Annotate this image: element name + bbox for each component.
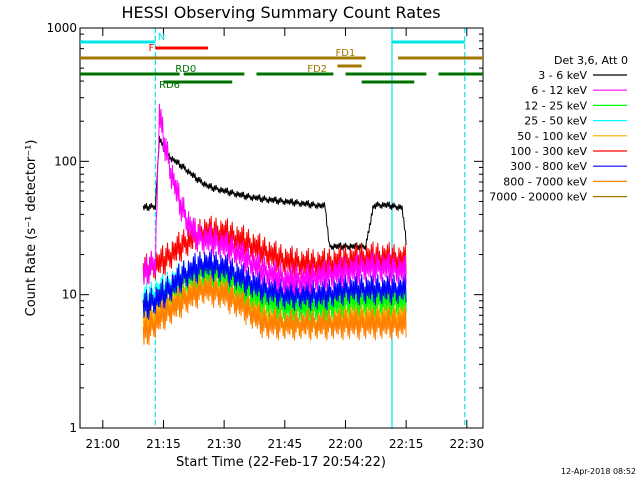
y-tick-label-0: 1 [69, 421, 77, 435]
series-line-7 [142, 275, 407, 346]
x-tick-label-2: 21:30 [207, 437, 242, 451]
legend-label-1: 6 - 12 keV [531, 84, 587, 97]
legend-label-3: 25 - 50 keV [524, 115, 587, 128]
x-tick-label-0: 21:00 [85, 437, 120, 451]
x-axis-label: Start Time (22-Feb-17 20:54:22) [176, 455, 386, 470]
series-line-6 [142, 249, 407, 321]
series-line-1 [142, 103, 407, 296]
x-tick-label-6: 22:30 [450, 437, 485, 451]
legend-label-8: 7000 - 20000 keV [489, 191, 587, 204]
legend-title: Det 3,6, Att 0 [554, 54, 628, 67]
y-tick-label-1: 10 [62, 288, 77, 302]
x-tick-label-3: 21:45 [268, 437, 303, 451]
legend-label-7: 800 - 7000 keV [503, 175, 587, 188]
x-tick-label-5: 22:15 [389, 437, 424, 451]
plot-frame [79, 27, 484, 429]
flag-label-rd0: RD0 [175, 64, 196, 75]
y-tick-label-3: 1000 [46, 21, 77, 35]
flag-label-n: N [158, 32, 165, 43]
y-tick-label-2: 100 [54, 154, 77, 168]
flag-label-fd2: FD2 [307, 64, 327, 75]
legend-label-0: 3 - 6 keV [538, 69, 587, 82]
series-line-0 [142, 135, 407, 251]
x-tick-label-1: 21:15 [146, 437, 181, 451]
chart-title: HESSI Observing Summary Count Rates [121, 3, 440, 22]
legend-label-5: 100 - 300 keV [510, 145, 587, 158]
x-tick-label-4: 22:00 [328, 437, 363, 451]
y-axis-label: Count Rate (s⁻¹ detector⁻¹) [24, 140, 39, 317]
legend-label-4: 50 - 100 keV [517, 130, 587, 143]
footer-timestamp: 12-Apr-2018 08:52 [561, 467, 636, 476]
legend-label-2: 12 - 25 keV [524, 99, 587, 112]
flag-label-fd1: FD1 [336, 48, 356, 59]
flag-label-rd6: RD6 [159, 80, 180, 91]
legend-label-6: 300 - 800 keV [510, 160, 587, 173]
flag-label-f: F [148, 43, 154, 54]
